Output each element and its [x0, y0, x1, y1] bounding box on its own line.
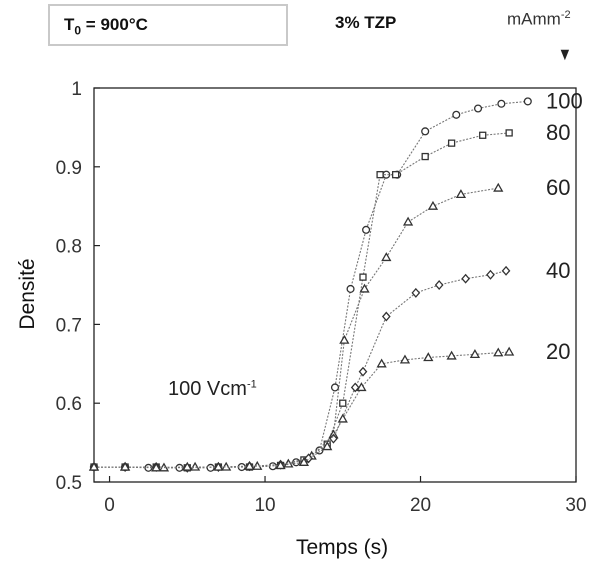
data-point: [182, 461, 193, 471]
data-point: [391, 171, 400, 179]
data-point: [376, 358, 387, 368]
data-point: [523, 97, 532, 106]
data-point: [358, 366, 368, 377]
x-tick-label: 30: [565, 495, 586, 516]
condition-value: = 900°C: [81, 15, 148, 34]
data-point: [119, 461, 131, 471]
x-axis-title: Temps (s): [296, 536, 389, 559]
data-point: [447, 139, 456, 147]
y-tick-label: 0.6: [56, 394, 82, 415]
data-point: [362, 225, 371, 234]
data-point: [501, 265, 511, 276]
current-unit-label: mAmm-2: [507, 9, 571, 30]
data-point: [206, 463, 215, 472]
data-point: [376, 171, 384, 179]
y-tick-label: 1: [71, 79, 82, 100]
data-point: [504, 346, 515, 356]
data-point: [473, 104, 483, 113]
series-label: 80: [546, 120, 570, 145]
condition-box: T0 = 900°C: [48, 4, 288, 46]
data-point: [493, 182, 504, 192]
y-axis-title: Densité: [16, 258, 39, 330]
x-tick-label: 20: [410, 495, 431, 516]
condition-subscript: 0: [74, 23, 82, 38]
series-label: 40: [546, 258, 570, 283]
material-label: 3% TZP: [335, 13, 397, 32]
data-point: [322, 441, 333, 451]
data-point: [381, 311, 391, 322]
data-point: [88, 461, 100, 471]
data-point: [452, 110, 461, 119]
data-point: [461, 273, 470, 284]
condition-text: T0 = 900°C: [64, 15, 148, 37]
plot-frame: [93, 87, 577, 483]
data-point: [402, 216, 414, 226]
x-tick-label: 0: [104, 495, 115, 516]
field-text: 100 Vcm: [168, 378, 247, 400]
data-point: [330, 383, 340, 392]
data-point: [359, 273, 367, 281]
x-tick-label: 10: [254, 495, 275, 516]
series-line: [94, 100, 528, 469]
condition-symbol: T: [64, 15, 75, 34]
data-point: [339, 399, 347, 407]
data-point: [350, 382, 360, 393]
data-point: [381, 252, 392, 262]
data-point: [455, 189, 467, 199]
data-point: [421, 127, 430, 136]
current-unit-exponent: -2: [560, 9, 571, 21]
y-tick-label: 0.9: [56, 158, 82, 179]
data-point: [329, 433, 338, 444]
data-point: [151, 462, 162, 472]
down-arrow-icon: ▼: [557, 44, 573, 64]
data-point: [359, 283, 370, 293]
y-tick-label: 0.5: [56, 473, 82, 494]
series-line: [94, 187, 499, 469]
data-point: [493, 347, 504, 357]
data-point: [411, 287, 421, 298]
data-point: [427, 200, 439, 210]
series-label: 20: [546, 339, 570, 364]
data-point: [213, 461, 224, 471]
data-point: [486, 269, 495, 280]
data-point: [469, 349, 481, 358]
series-line: [94, 351, 510, 469]
series-line: [94, 270, 507, 469]
data-point: [479, 131, 487, 139]
series-label: 100: [546, 88, 583, 113]
data-point: [505, 129, 513, 137]
y-tick-label: 0.7: [56, 315, 82, 336]
data-point: [423, 352, 434, 362]
data-point: [337, 413, 348, 423]
data-point: [421, 152, 429, 161]
data-point: [434, 280, 444, 290]
series-label: 60: [546, 175, 570, 200]
data-point: [275, 460, 286, 470]
data-point: [298, 456, 310, 466]
y-tick-label: 0.8: [56, 237, 82, 258]
current-unit-text: mAmm: [507, 9, 561, 29]
data-point: [356, 382, 367, 392]
data-point: [346, 284, 355, 293]
data-point: [339, 334, 350, 344]
data-point: [399, 354, 411, 364]
data-point: [244, 460, 255, 470]
data-point: [497, 99, 506, 108]
data-point: [446, 350, 457, 360]
series-line: [94, 132, 510, 469]
field-exponent: -1: [246, 378, 257, 391]
field-annotation: 100 Vcm-1: [168, 378, 257, 401]
